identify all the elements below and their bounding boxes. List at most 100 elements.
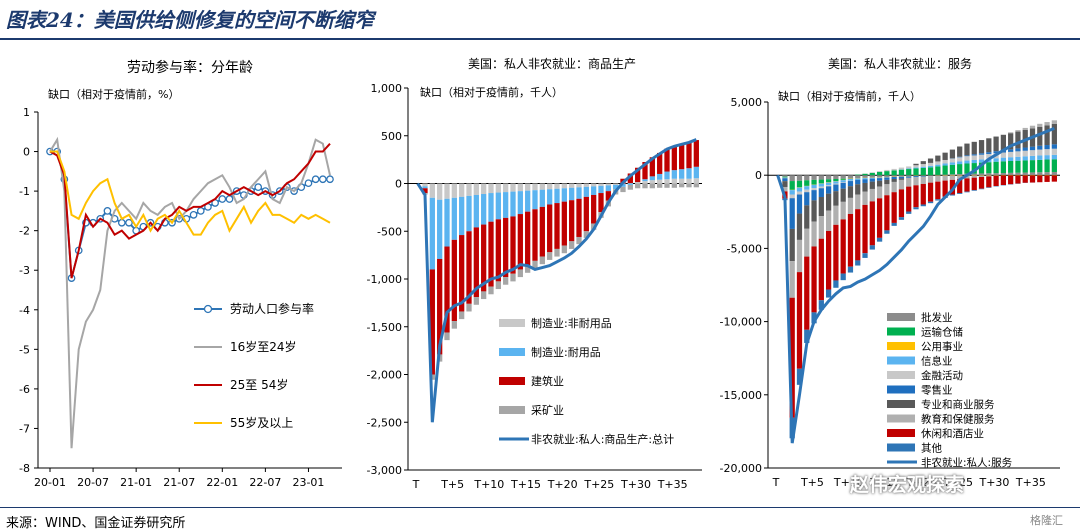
chart3-bar bbox=[876, 180, 883, 187]
chart2-bar bbox=[459, 311, 465, 320]
chart3-bar bbox=[971, 141, 977, 155]
chart3-bar bbox=[840, 180, 846, 183]
chart2-xtick-label: T+30 bbox=[620, 478, 651, 491]
chart3-bar bbox=[986, 138, 992, 153]
chart3-bar bbox=[884, 175, 890, 177]
chart3-bar bbox=[920, 176, 926, 184]
chart3-bar bbox=[1051, 159, 1057, 172]
chart1-ytick-label: -8 bbox=[19, 462, 30, 475]
chart2-bar bbox=[583, 186, 589, 197]
chart1-point bbox=[326, 175, 334, 184]
chart3-bar bbox=[935, 199, 941, 201]
chart2-bar bbox=[466, 303, 472, 312]
chart3-bar bbox=[804, 192, 810, 206]
chart3-bar bbox=[869, 245, 875, 250]
chart2-ylabel: 缺口（相对于疫情前，千人） bbox=[420, 85, 563, 99]
chart3-legend-swatch bbox=[887, 400, 915, 408]
figure-title: 图表24：美国供给侧修复的空间不断缩窄 bbox=[6, 8, 374, 32]
chart2-bar bbox=[693, 166, 699, 179]
chart3-bar bbox=[957, 193, 963, 194]
chart2-bar bbox=[679, 178, 685, 184]
chart2-bar bbox=[510, 216, 516, 274]
chart1-xtick-label: 22-07 bbox=[249, 476, 281, 489]
chart3-bar bbox=[920, 204, 926, 207]
chart3-bar bbox=[884, 169, 890, 172]
chart2-title: 美国：私人非农就业：商品生产 bbox=[468, 56, 636, 71]
chart3-bar bbox=[1044, 172, 1050, 176]
chart3-bar bbox=[782, 176, 788, 178]
chart2-bar bbox=[554, 183, 560, 189]
chart2-bar bbox=[605, 185, 611, 192]
chart3-bar bbox=[789, 261, 795, 298]
chart2-bar bbox=[466, 195, 472, 232]
chart3-bar bbox=[1037, 175, 1043, 183]
chart3-bar bbox=[796, 213, 803, 240]
chart3-bar bbox=[789, 198, 795, 229]
chart1-title: 劳动参与率：分年龄 bbox=[127, 59, 253, 76]
chart3-bar bbox=[891, 192, 897, 223]
chart3-bar bbox=[804, 205, 810, 229]
chart1-xtick-label: 21-01 bbox=[120, 476, 152, 489]
chart3-bar bbox=[971, 159, 977, 164]
chart3-bar bbox=[964, 156, 970, 161]
chart3-bar bbox=[876, 186, 883, 199]
chart2-bar bbox=[517, 183, 523, 192]
chart3-bar bbox=[782, 186, 788, 192]
chart2-bar bbox=[613, 183, 619, 185]
chart2-bar bbox=[649, 183, 655, 189]
chart3-bar bbox=[891, 179, 897, 182]
chart3-bar bbox=[811, 190, 817, 201]
chart2-xtick-label: T+15 bbox=[510, 478, 541, 491]
chart1-xtick-label: 20-07 bbox=[77, 476, 109, 489]
chart3-bar bbox=[884, 184, 890, 196]
chart3-bar bbox=[847, 213, 854, 267]
watermark-badge: 格隆汇 bbox=[1030, 514, 1063, 527]
chart2-bar bbox=[657, 152, 663, 174]
chart3-bar bbox=[847, 266, 854, 273]
chart3-bar bbox=[971, 155, 977, 160]
chart2-ytick-label: -1,000 bbox=[367, 273, 402, 286]
chart3-bar bbox=[833, 280, 839, 288]
chart3-legend-swatch bbox=[887, 414, 915, 423]
chart3-bar bbox=[993, 151, 999, 154]
chart3-bar bbox=[796, 194, 803, 214]
chart3-bar bbox=[906, 211, 912, 214]
chart1-ytick-label: -2 bbox=[19, 225, 30, 238]
chart3-bar bbox=[811, 184, 817, 189]
chart3-bar bbox=[782, 178, 788, 182]
chart3-legend-swatch bbox=[887, 342, 915, 350]
chart3-legend-label: 其他 bbox=[921, 442, 942, 455]
chart2-xtick-label: T+35 bbox=[657, 478, 688, 491]
chart3-legend-swatch bbox=[887, 429, 915, 437]
chart3-bar bbox=[869, 178, 875, 182]
chart3-bar bbox=[855, 179, 861, 185]
chart2-bar bbox=[466, 231, 472, 304]
chart2-bar bbox=[451, 197, 457, 240]
chart3-bar bbox=[964, 191, 970, 193]
chart2-xtick-label: T+20 bbox=[547, 478, 578, 491]
chart3-bar bbox=[927, 167, 934, 176]
chart3-bar bbox=[876, 178, 883, 181]
chart3-bar bbox=[796, 175, 803, 181]
chart3-bar bbox=[840, 219, 846, 274]
chart2-bar bbox=[473, 183, 479, 195]
chart3-bar bbox=[949, 174, 956, 176]
chart2-bar bbox=[510, 191, 516, 217]
chart3-bar bbox=[862, 179, 868, 183]
chart3-bar bbox=[1037, 172, 1043, 176]
chart3-legend-label: 金融活动 bbox=[921, 369, 963, 382]
chart3-bar bbox=[898, 169, 905, 176]
chart3-bar bbox=[942, 175, 948, 181]
chart3-bar bbox=[957, 156, 963, 158]
chart3-bar bbox=[1029, 172, 1036, 176]
chart2-bar bbox=[539, 256, 545, 265]
chart2-bar bbox=[488, 221, 494, 287]
chart2-bar bbox=[525, 190, 531, 212]
chart2-bar bbox=[422, 183, 428, 187]
chart2-xtick-label: T+10 bbox=[473, 478, 504, 491]
chart2-bar bbox=[525, 211, 531, 266]
chart3-bar bbox=[935, 181, 941, 200]
chart2-bar bbox=[459, 196, 465, 236]
chart3-xtick-label: T+20 bbox=[906, 476, 937, 489]
chart3-bar bbox=[1037, 145, 1043, 150]
